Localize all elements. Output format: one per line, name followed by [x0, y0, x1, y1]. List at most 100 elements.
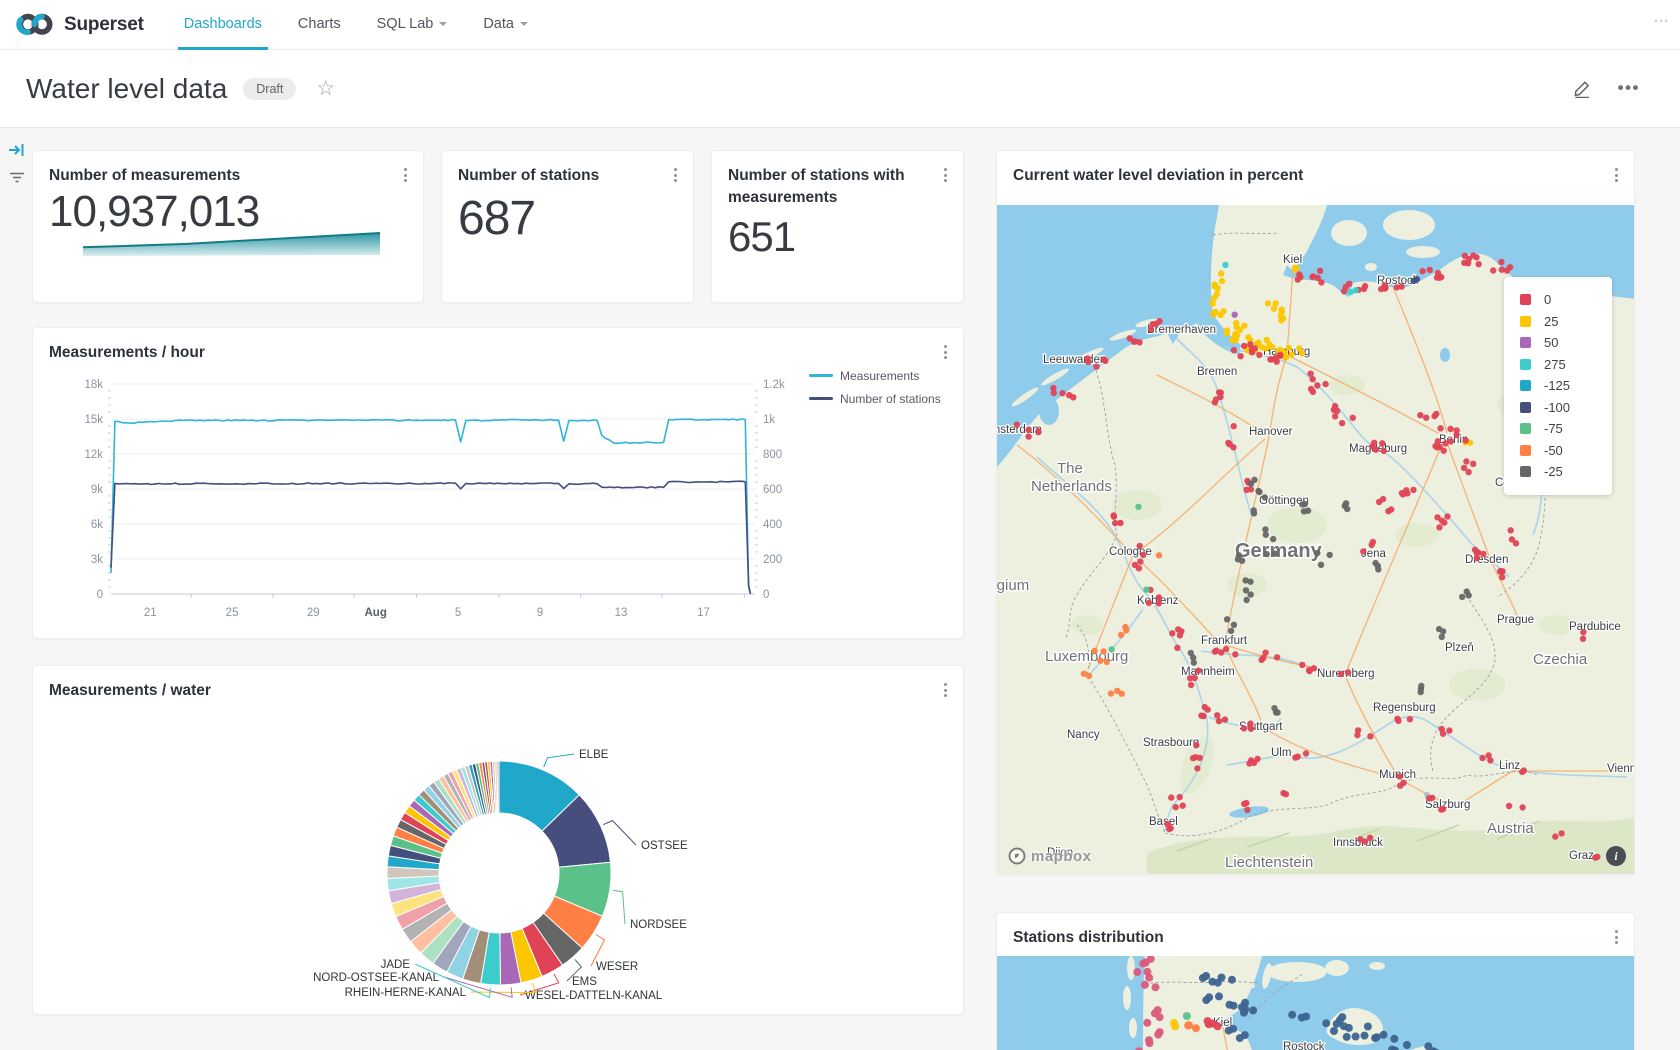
map-info-button[interactable]: i — [1606, 846, 1626, 866]
kpi-value: 651 — [728, 213, 796, 260]
station-dot — [1360, 548, 1367, 555]
svg-text:6k: 6k — [91, 519, 103, 531]
station-dot — [1280, 789, 1287, 797]
map-label-dijon: Dijon — [1047, 847, 1073, 859]
edit-pencil-icon[interactable] — [1573, 79, 1592, 98]
map-label-frankfurt: Frankfurt — [1201, 635, 1248, 647]
station-dot — [1272, 709, 1280, 716]
station-dot — [1225, 1000, 1234, 1009]
kpi-sparkline — [82, 232, 381, 256]
station-dot — [1249, 1006, 1258, 1015]
donut-slice[interactable] — [496, 760, 500, 814]
nav-item-sql-lab[interactable]: SQL Lab — [361, 0, 464, 49]
map-label-regensburg: Regensburg — [1373, 702, 1436, 714]
chart-options-menu[interactable] — [397, 165, 413, 185]
filter-icon[interactable] — [9, 172, 25, 184]
mapbox-attribution[interactable]: mapbox — [1007, 846, 1092, 866]
station-dot — [1262, 531, 1269, 538]
nav-overflow-dots[interactable]: … — [1653, 8, 1670, 26]
chart-options-menu[interactable] — [1608, 927, 1624, 947]
map-label-plze-: Plzeň — [1445, 642, 1474, 654]
station-dot — [1423, 414, 1430, 421]
chart-options-menu[interactable] — [1608, 165, 1624, 185]
kpi-card-stations-with-measurements: Number of stations with measurements 651 — [711, 150, 964, 303]
favorite-star-icon[interactable]: ☆ — [316, 77, 336, 100]
station-dot — [1175, 626, 1182, 633]
station-dot — [1418, 682, 1425, 690]
station-dot — [1292, 754, 1299, 761]
station-dot — [1429, 1047, 1438, 1050]
station-dot — [1361, 282, 1369, 290]
station-dot — [1191, 674, 1198, 682]
station-dot — [1580, 629, 1587, 636]
chart-legend: Measurements Number of stations — [809, 364, 941, 410]
top-navbar: Superset Dashboards Charts SQL Lab Data … — [0, 0, 1680, 50]
donut-label-line — [443, 976, 513, 998]
station-dot — [1170, 1019, 1179, 1027]
station-dot — [1135, 503, 1142, 510]
station-dot — [1213, 647, 1220, 654]
map-label-ulm: Ulm — [1271, 747, 1291, 759]
station-dot — [1145, 1036, 1153, 1045]
station-dot — [1314, 549, 1321, 557]
station-dot — [1240, 342, 1248, 350]
donut-label-line — [603, 819, 637, 846]
station-dot — [1247, 591, 1254, 598]
donut-label-ems: EMS — [572, 976, 597, 988]
map-viewport: LeeuwardenAmsterdamTheNetherlandsBremerh… — [997, 205, 1634, 874]
map-legend-item--75: -75 — [1520, 418, 1608, 440]
chart-options-menu[interactable] — [937, 342, 953, 362]
station-dot — [1247, 725, 1255, 732]
station-dot — [1379, 495, 1387, 503]
map-label-vienna: Vienna — [1607, 763, 1634, 775]
map-legend-item-25: 25 — [1520, 311, 1608, 333]
map-label-amsterdam: Amsterdam — [997, 424, 1042, 436]
station-dot — [1379, 1030, 1388, 1039]
station-dot — [1195, 667, 1202, 674]
station-dot — [1380, 447, 1387, 455]
chart-options-menu[interactable] — [937, 165, 953, 185]
header-more-menu[interactable]: ••• — [1617, 78, 1640, 98]
svg-text:400: 400 — [763, 519, 782, 531]
filter-rail — [4, 142, 30, 184]
map-legend-item-50: 50 — [1520, 332, 1608, 354]
svg-text:Aug: Aug — [365, 607, 387, 619]
legend-swatch — [1520, 315, 1531, 327]
station-dot — [1117, 519, 1124, 527]
nav-item-data[interactable]: Data — [467, 0, 544, 49]
station-dot — [1247, 341, 1254, 348]
legend-label: 275 — [1544, 356, 1566, 372]
legend-label: 50 — [1544, 335, 1559, 351]
superset-logo[interactable]: Superset — [14, 10, 144, 40]
legend-swatch — [1520, 358, 1531, 370]
station-dot — [1187, 681, 1195, 689]
station-dot — [1222, 645, 1230, 653]
map-canvas[interactable]: LeeuwardenAmsterdamTheNetherlandsBremerh… — [997, 205, 1634, 874]
station-dot — [1330, 1027, 1338, 1035]
legend-item-number-of-stations[interactable]: Number of stations — [809, 387, 941, 410]
map-label-graz: Graz — [1569, 850, 1594, 862]
station-dot — [1363, 1022, 1372, 1031]
station-dot — [1434, 514, 1441, 521]
svg-text:9: 9 — [537, 607, 543, 619]
station-dot — [1108, 646, 1115, 653]
chart-options-menu[interactable] — [937, 680, 953, 700]
legend-item-measurements[interactable]: Measurements — [809, 364, 941, 387]
station-dot — [1230, 347, 1238, 354]
map-label-rostock: Rostock — [1283, 1041, 1325, 1050]
station-dot — [1490, 267, 1497, 274]
station-dot — [1215, 992, 1223, 1001]
map-legend: 0 25 50 275 -125 -100 -75 -50 -25 — [1504, 277, 1612, 495]
station-dot — [1211, 399, 1219, 406]
expand-filter-bar-icon[interactable] — [8, 142, 26, 158]
legend-label: -25 — [1544, 464, 1563, 480]
map-label-bremerhaven: Bremerhaven — [1147, 324, 1216, 336]
station-dot — [1461, 259, 1468, 266]
chart-options-menu[interactable] — [667, 165, 683, 185]
station-dot — [1194, 765, 1201, 772]
station-dot — [1372, 446, 1380, 453]
nav-item-charts[interactable]: Charts — [297, 16, 341, 32]
nav-item-dashboards[interactable]: Dashboards — [168, 0, 278, 50]
station-dot — [1417, 412, 1424, 419]
